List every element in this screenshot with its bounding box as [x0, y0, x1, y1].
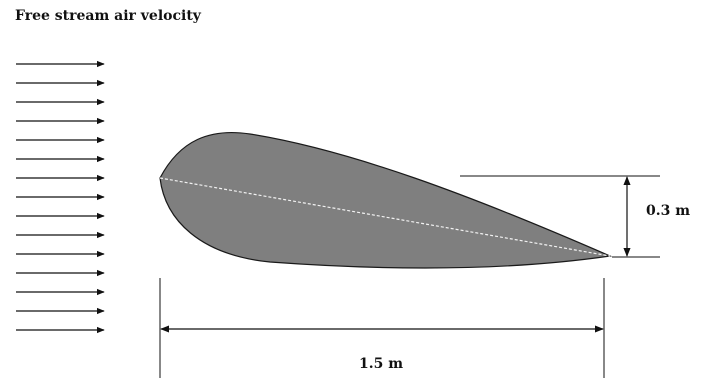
thickness-dimension	[460, 175, 660, 258]
chord-dimension	[159, 278, 605, 378]
chord-line	[159, 177, 611, 257]
chord-length-label: 1.5 m	[359, 356, 404, 372]
thickness-label: 0.3 m	[646, 203, 691, 219]
diagram-title: Free stream air velocity	[15, 8, 201, 24]
airfoil-shape	[159, 131, 613, 269]
flow-arrows	[16, 60, 105, 334]
